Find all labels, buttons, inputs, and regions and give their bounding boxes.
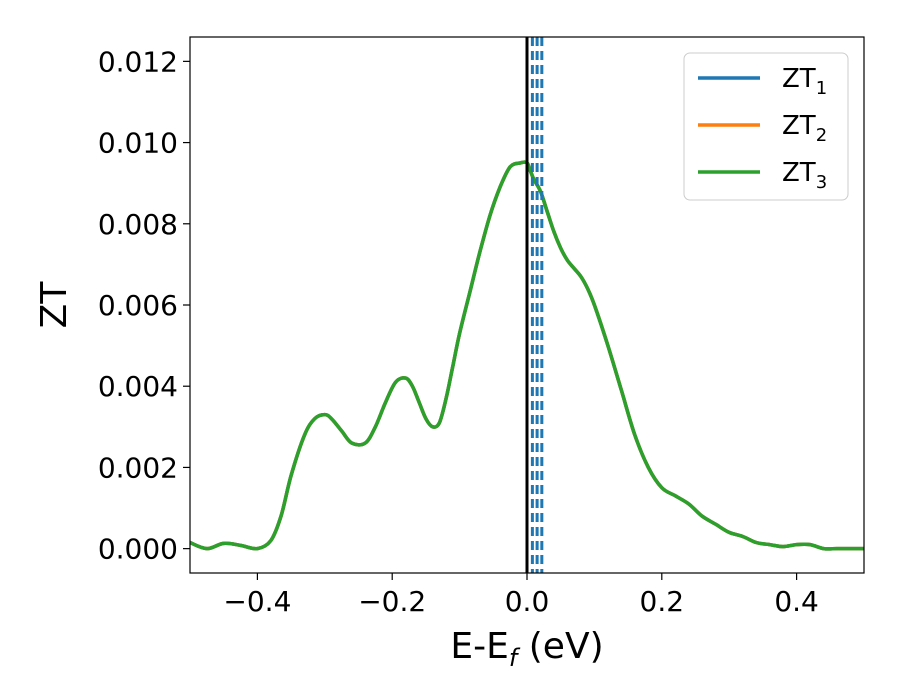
y-tick-label: 0.012	[98, 45, 178, 78]
y-tick-label: 0.002	[98, 451, 178, 484]
plot-content	[190, 37, 864, 573]
y-axis-label: ZT	[34, 281, 75, 329]
x-axis-ticks: −0.4 −0.2 0.0 0.2 0.4	[223, 573, 819, 618]
x-tick-label: 0.2	[640, 585, 685, 618]
y-tick-label: 0.000	[98, 533, 178, 566]
legend-box	[683, 52, 849, 201]
legend-label-zt3: ZT3	[782, 158, 827, 193]
y-axis-ticks: 0.000 0.002 0.004 0.006 0.008 0.010 0.012	[98, 45, 190, 566]
y-tick-label: 0.004	[98, 370, 178, 403]
y-tick-label: 0.006	[98, 289, 178, 322]
x-tick-label: 0.4	[774, 585, 819, 618]
legend-label-zt2: ZT2	[782, 111, 827, 146]
x-tick-label: −0.2	[358, 585, 426, 618]
legend: ZT1 ZT2 ZT3	[683, 52, 849, 201]
y-tick-label: 0.010	[98, 127, 178, 160]
x-tick-label: 0.0	[505, 585, 550, 618]
y-tick-label: 0.008	[98, 208, 178, 241]
series-line-zt3	[190, 160, 864, 551]
legend-label-zt1: ZT1	[782, 64, 827, 99]
x-tick-label: −0.4	[223, 585, 291, 618]
x-axis-label: E-Ef (eV)	[450, 626, 603, 672]
